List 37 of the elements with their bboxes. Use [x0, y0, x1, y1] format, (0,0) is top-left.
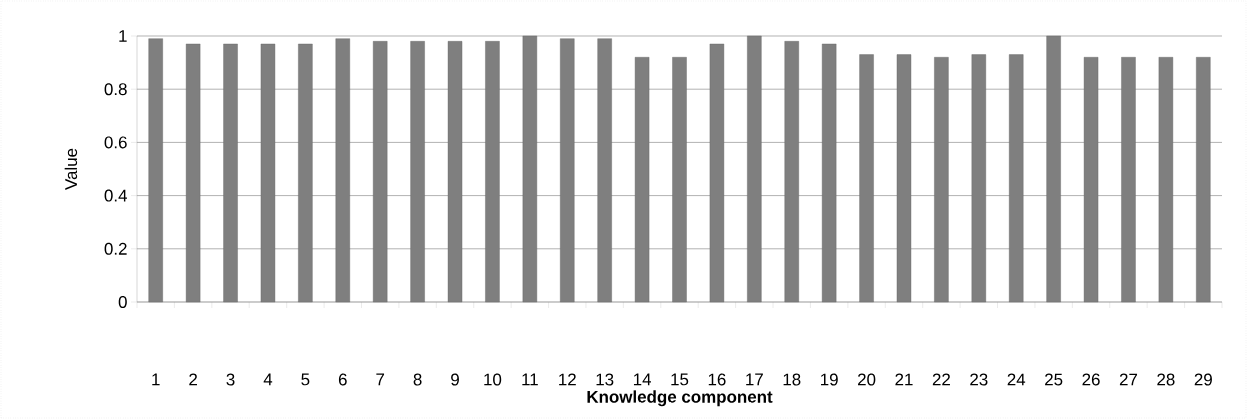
x-tick-label: 7 [376, 373, 385, 386]
y-tick-label: 1 [119, 30, 127, 42]
x-axis-title: Knowledge component [587, 390, 773, 407]
x-tick-label: 3 [226, 373, 235, 386]
y-tick-label: 0.6 [104, 136, 127, 149]
x-tick-label: 8 [413, 373, 422, 386]
y-tick-label: 0.2 [104, 242, 127, 255]
y-axis-title: Value [64, 148, 78, 190]
x-tick-label: 28 [1157, 373, 1175, 386]
x-tick-label: 16 [708, 373, 726, 386]
x-tick-label: 29 [1194, 373, 1212, 386]
x-tick-label: 26 [1082, 373, 1100, 386]
x-tick-label: 9 [451, 373, 459, 386]
x-tick-label: 23 [970, 373, 988, 386]
x-tick-label: 15 [671, 373, 689, 386]
x-tick-label: 24 [1007, 373, 1026, 386]
x-tick-label: 17 [746, 373, 763, 386]
x-tick-label: 18 [783, 373, 801, 386]
y-tick-label: 0.8 [104, 83, 127, 96]
x-tick-label: 22 [932, 373, 950, 386]
x-tick-label: 2 [189, 373, 197, 386]
x-tick-label: 20 [858, 373, 876, 386]
x-tick-label: 12 [559, 373, 576, 386]
y-tick-label: 0 [118, 296, 127, 308]
x-tick-label: 13 [596, 373, 614, 386]
x-tick-label: 1 [152, 373, 160, 386]
x-tick-label: 14 [633, 373, 652, 386]
y-tick-label: 0.4 [104, 189, 127, 202]
x-tick-label: 6 [338, 373, 347, 386]
x-tick-label: 5 [301, 373, 310, 386]
x-tick-label: 21 [895, 373, 913, 386]
x-tick-label: 19 [821, 373, 838, 386]
x-tick-label: 25 [1045, 373, 1063, 386]
x-tick-label: 4 [263, 373, 273, 386]
x-tick-label: 27 [1119, 373, 1138, 386]
x-tick-label: 10 [484, 373, 502, 386]
x-tick-label: 11 [522, 373, 538, 386]
